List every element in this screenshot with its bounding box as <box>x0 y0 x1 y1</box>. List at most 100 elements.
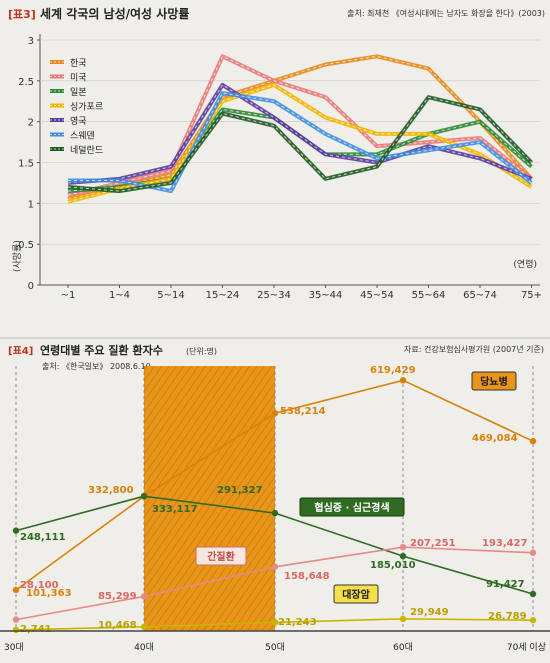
chart3-y-tick-label: 3 <box>28 36 34 47</box>
chart4-axis: 30대 40대 50대 60대 70세 이상 <box>0 630 550 653</box>
chart4-series-1-point <box>12 586 20 594</box>
chart3-legend-label: 네덜란드 <box>70 144 103 156</box>
chart4-series-2-data-label: 248,111 <box>20 532 66 543</box>
chart4-series-3-data-label: 158,648 <box>284 571 330 582</box>
chart4-background <box>15 366 534 631</box>
chart3-x-tick-label: 75+ <box>521 290 542 301</box>
chart4-series-2-data-label: 185,010 <box>370 560 416 571</box>
chart3-legend-label: 스웨덴 <box>70 130 95 142</box>
chart3-series-6-dash <box>68 92 532 192</box>
chart3-y-tick-label: 0.5 <box>18 240 34 251</box>
chart4-series-1-data-label: 619,429 <box>370 365 416 376</box>
chart3-series-5-dash <box>67 84 532 184</box>
chart4-series-3-data-label: 193,427 <box>482 538 528 549</box>
chart4-series-4-point <box>12 626 20 634</box>
chart4-series-4-data-label: 29,949 <box>410 607 449 618</box>
chart3-x-tick-label: 65~74 <box>463 290 497 301</box>
chart3-series-3-dash <box>67 108 532 192</box>
chart4-data-labels: 101,363 332,800 538,214 619,429 469,084 248,1… <box>20 365 528 635</box>
chart4-series-2-data-label: 91,427 <box>486 579 525 590</box>
chart3-x-tick-label: 15~24 <box>206 290 240 301</box>
chart4-series-1-data-label: 469,084 <box>472 433 518 444</box>
chart3-x-tick-label: 55~64 <box>412 290 446 301</box>
chart4-series-3-point <box>12 616 20 623</box>
chart4-series-2-point <box>12 527 20 534</box>
chart4-source-left: 출처: 《한국일보》 2008.6.10 <box>42 361 151 371</box>
chart3-series-1-dash <box>67 55 532 200</box>
chart4-series-2-point <box>399 552 407 560</box>
chart4-tag: [표4] <box>8 345 33 357</box>
chart4-series-3-data-label: 207,251 <box>410 538 456 549</box>
chart4-series-2-data-label: 291,327 <box>217 485 263 496</box>
chart4-x-tick-label: 40대 <box>134 642 154 653</box>
chart3-series-7-dash <box>67 96 532 192</box>
chart3-x-tick-label: 5~14 <box>157 290 184 301</box>
chart3-x-tick-label: ~1 <box>61 290 76 301</box>
chart3-xlabel: (연령) <box>513 258 537 270</box>
chart4-series-2-point <box>140 492 148 500</box>
chart4-series-2-data-label: 333,117 <box>152 504 198 515</box>
chart4-series-1-callout-box <box>471 371 517 391</box>
chart3-axes: 0 0.5 1 1.5 2 2.5 3 ~1 1~4 5~14 15~24 25~34 35~44 45~… <box>18 34 542 301</box>
chart4-series-3-data-label: 28,100 <box>20 580 59 591</box>
chart3-legend-label: 한국 <box>70 58 87 69</box>
chart3-x-tick-label: 35~44 <box>309 290 343 301</box>
chart3-y-tick-label: 2.5 <box>18 77 34 88</box>
chart3-y-tick-label: 1.5 <box>18 159 34 170</box>
chart3-x-tick-label: 1~4 <box>109 290 130 301</box>
chart3-x-tick-label: 25~34 <box>257 290 291 301</box>
chart4-series-3-point <box>271 563 279 570</box>
chart4-x-tick-label: 70세 이상 <box>507 642 546 653</box>
chart4-series-3-point <box>399 543 407 551</box>
chart3-legend-label: 미국 <box>70 73 87 84</box>
chart4-series-4-point <box>529 616 537 624</box>
chart3-y-tick-label: 1 <box>28 199 34 210</box>
chart4-series-2-callout-label: 협심증 · 심근경색 <box>314 501 389 514</box>
chart4-series-2-callout-box <box>299 497 405 517</box>
chart4-series-group <box>12 377 537 634</box>
chart4-series-1-data-label: 332,800 <box>88 485 134 496</box>
chart3-ylabel: (사망률) <box>12 240 23 272</box>
chart4-series-4-point <box>399 615 407 623</box>
chart4-title: 연령대별 주요 질환 환자수 <box>40 343 163 357</box>
chart4-series-1-point <box>271 409 279 417</box>
chart4-series-2-point <box>271 509 279 517</box>
chart3-y-tick-label: 2 <box>28 118 34 129</box>
chart4-series-1-callout-label: 당뇨병 <box>480 375 508 388</box>
chart3-series-2-dash <box>67 55 532 196</box>
chart4-series-4-callout-label: 대장암 <box>342 588 370 601</box>
chart4-series-3-data-label: 85,299 <box>98 591 137 602</box>
chart4-series-2-point <box>529 590 537 598</box>
chart4-source-right: 자료: 건강보험심사평가원 (2007년 기준) <box>404 344 544 354</box>
chart4-unit: (단위:명) <box>186 346 217 356</box>
chart4-series-3-callout-label: 간질환 <box>207 550 235 563</box>
chart3-legend-label: 싱가포르 <box>70 102 103 113</box>
chart3-source: 출처: 최재천 《여성시대에는 남자도 화장을 한다》(2003) <box>347 8 545 18</box>
chart4-series-1-point <box>399 377 407 384</box>
chart4-series-1-data-label: 538,214 <box>280 406 326 417</box>
chart3-y-tick-label: 0 <box>28 281 34 292</box>
chart4-series-4-data-label: 26,789 <box>488 611 527 622</box>
chart3-tag: [표3] <box>8 8 36 21</box>
chart4-series-3-point <box>529 549 537 556</box>
chart4-series-3-callout-box <box>195 546 247 566</box>
chart4-series-4-point <box>271 619 279 626</box>
chart3-legend-label: 영국 <box>70 116 87 127</box>
chart4-series-4-data-label: 21,243 <box>278 617 317 628</box>
chart3-series-group <box>67 54 533 204</box>
chart3-x-tick-label: 45~54 <box>360 290 394 301</box>
chart4-x-tick-label: 60대 <box>393 642 413 653</box>
chart3-legend-label: 일본 <box>70 87 87 98</box>
chart4-x-tick-label: 30대 <box>4 642 24 653</box>
chart4-series-3-point <box>140 593 148 600</box>
chart4-series-1-point <box>529 437 537 445</box>
chart4-x-tick-label: 50대 <box>265 642 285 653</box>
chart4-series-4-data-label: 10,468 <box>98 620 137 631</box>
chart4-series-1-data-label: 101,363 <box>26 588 72 599</box>
chart4-series-4-point <box>140 623 148 630</box>
chart4-series-4-callout-box <box>333 584 379 604</box>
chart3-title: 세계 각국의 남성/여성 사망률 <box>40 6 189 21</box>
